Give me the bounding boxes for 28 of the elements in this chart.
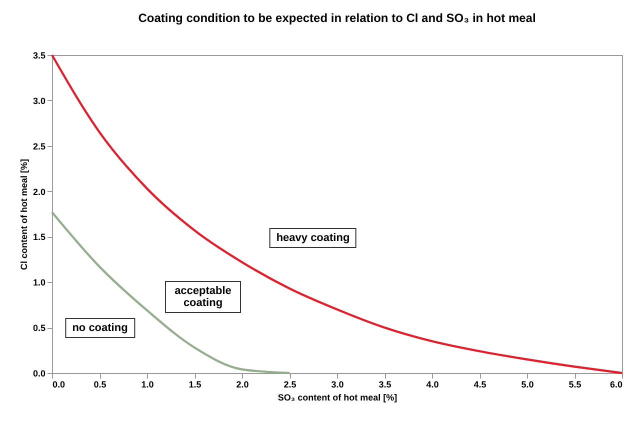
y-tick-label: 2.0: [32, 186, 46, 197]
y-tick-label: 0.5: [32, 323, 46, 334]
y-tick-label: 0.0: [32, 368, 46, 378]
y-tick-label: 1.5: [32, 232, 46, 242]
x-tick-label: 3.0: [331, 380, 344, 390]
x-tick-label: 5.5: [568, 380, 582, 390]
x-tick-label: 1.5: [188, 380, 202, 390]
x-tick-label: 1.0: [141, 380, 154, 390]
y-tick-label: 1.0: [32, 278, 46, 288]
x-tick-label: 2.0: [236, 380, 249, 390]
y-tick-label: 2.5: [32, 141, 46, 152]
x-tick-label: 2.5: [284, 380, 296, 390]
x-tick-label: 3.5: [378, 380, 392, 390]
x-tick-label: 0.5: [94, 380, 106, 390]
y-tick-label: 3.0: [32, 96, 46, 106]
x-tick-label: 5.0: [521, 380, 534, 390]
annotation: heavy coating: [269, 228, 357, 248]
y-axis-title: Cl content of hot meal [%]: [18, 159, 29, 270]
x-tick-label: 4.0: [426, 380, 439, 390]
x-tick-label: 0.0: [52, 380, 66, 390]
annotation: no coating: [65, 318, 135, 338]
chart-title: Coating condition to be expected in relation to Cl and SO₃ in hot meal: [138, 11, 536, 25]
x-tick-label: 4.5: [474, 380, 486, 390]
x-axis-title: SO₃ content of hot meal [%]: [278, 392, 398, 402]
y-tick-label: 3.5: [32, 50, 46, 60]
line-series: [50, 54, 624, 374]
annotation: acceptable coating: [165, 281, 241, 313]
x-tick-label: 6.0: [610, 380, 622, 390]
